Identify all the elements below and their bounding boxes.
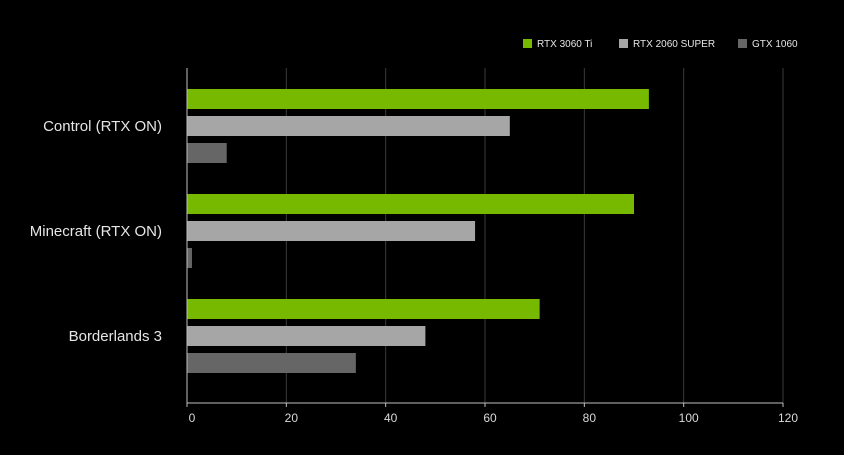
legend-swatch-gtx-1060 bbox=[738, 39, 747, 48]
bar-borderlands-3-rtx-2060-super bbox=[187, 326, 426, 346]
bar-minecraft-rtx-on-rtx-2060-super bbox=[187, 221, 476, 241]
x-tick-label-100: 100 bbox=[679, 411, 699, 425]
category-label-control-rtx-on: Control (RTX ON) bbox=[43, 118, 162, 135]
category-label-borderlands-3: Borderlands 3 bbox=[69, 328, 162, 345]
legend-label-gtx-1060: GTX 1060 bbox=[752, 39, 798, 50]
bar-minecraft-rtx-on-rtx-3060-ti bbox=[187, 194, 634, 214]
bar-control-rtx-on-rtx-2060-super bbox=[187, 116, 510, 136]
bar-control-rtx-on-gtx-1060 bbox=[187, 143, 227, 163]
category-label-minecraft-rtx-on: Minecraft (RTX ON) bbox=[30, 223, 162, 240]
x-tick-labels: 0 20 40 60 80 100 120 bbox=[189, 411, 799, 425]
legend-swatch-rtx-2060-super bbox=[619, 39, 628, 48]
bar-minecraft-rtx-on-gtx-1060 bbox=[187, 248, 192, 268]
legend-label-rtx-2060-super: RTX 2060 SUPER bbox=[633, 39, 715, 50]
x-tick-label-40: 40 bbox=[384, 411, 398, 425]
axes bbox=[186, 68, 784, 407]
x-tick-label-60: 60 bbox=[483, 411, 497, 425]
x-tick-label-0: 0 bbox=[189, 411, 196, 425]
x-tick-label-120: 120 bbox=[778, 411, 798, 425]
legend-swatch-rtx-3060-ti bbox=[523, 39, 532, 48]
bar-borderlands-3-rtx-3060-ti bbox=[187, 299, 540, 319]
legend-label-rtx-3060-ti: RTX 3060 Ti bbox=[537, 39, 592, 50]
category-labels: Control (RTX ON) Minecraft (RTX ON) Border… bbox=[30, 118, 162, 345]
bar-borderlands-3-gtx-1060 bbox=[187, 353, 356, 373]
bars bbox=[187, 89, 649, 373]
bar-control-rtx-on-rtx-3060-ti bbox=[187, 89, 649, 109]
legend: RTX 3060 Ti RTX 2060 SUPER GTX 1060 bbox=[523, 39, 798, 50]
x-tick-label-20: 20 bbox=[285, 411, 299, 425]
x-tick-label-80: 80 bbox=[583, 411, 597, 425]
